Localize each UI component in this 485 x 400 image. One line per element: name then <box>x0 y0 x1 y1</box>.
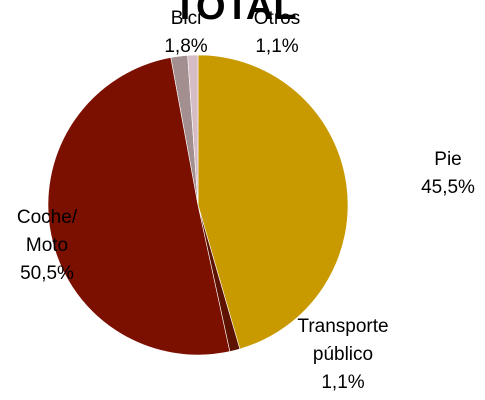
slice-value-label: 50,5% <box>20 263 74 284</box>
slice-label: Coche/ Moto <box>16 207 78 256</box>
chart-title: TOTAL <box>173 0 297 28</box>
slice-value-label: 1,1% <box>255 36 299 57</box>
slice-label: Otros <box>253 8 301 29</box>
slice-label: Transporte público <box>297 316 389 365</box>
slice-value-label: 1,8% <box>164 36 208 57</box>
slice-label: Pie <box>434 149 462 170</box>
slice-label: Bici <box>170 8 202 29</box>
pie-slice <box>197 54 349 350</box>
slice-value-label: 1,1% <box>321 372 365 393</box>
slice-value-label: 45,5% <box>421 177 475 198</box>
pie-slice <box>187 54 199 206</box>
